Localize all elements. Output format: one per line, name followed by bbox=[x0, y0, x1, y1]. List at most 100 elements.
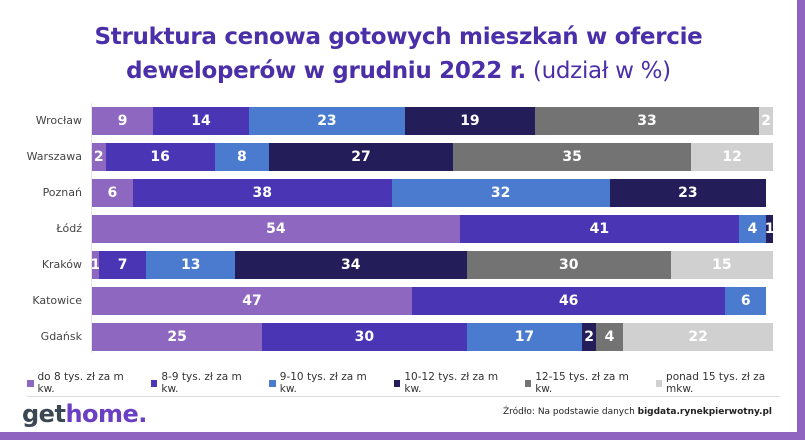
data-label: 17 bbox=[514, 329, 535, 345]
category-label: Wrocław bbox=[35, 114, 82, 127]
bar-segment: 14 bbox=[153, 107, 249, 135]
data-label: 2 bbox=[761, 113, 772, 129]
data-label: 4 bbox=[747, 221, 758, 237]
data-label: 41 bbox=[589, 221, 610, 237]
data-label: 16 bbox=[150, 149, 170, 165]
data-label: 15 bbox=[712, 257, 732, 273]
bar-segment: 34 bbox=[235, 251, 467, 279]
legend-swatch bbox=[27, 379, 34, 387]
gethome-logo: gethome. bbox=[22, 400, 147, 428]
data-label: 27 bbox=[351, 149, 371, 165]
category-axis bbox=[91, 103, 92, 353]
legend-item: 12-15 tys. zł za m kw. bbox=[524, 371, 642, 395]
bar-segment: 6 bbox=[92, 179, 133, 207]
bar-segment: 22 bbox=[623, 323, 773, 351]
data-label: 32 bbox=[490, 185, 511, 201]
bar-segment: 9 bbox=[92, 107, 154, 135]
legend-item: 8-9 tys. zł za m kw. bbox=[150, 371, 255, 395]
bar-segment: 2 bbox=[759, 107, 773, 135]
data-label: 14 bbox=[191, 113, 211, 129]
data-label: 2 bbox=[93, 149, 104, 165]
legend-item: 10-12 tys. zł za m kw. bbox=[393, 371, 511, 395]
data-label: 54 bbox=[266, 221, 286, 237]
divider bbox=[27, 396, 780, 397]
legend-swatch bbox=[269, 379, 276, 387]
bar-segment: 1 bbox=[764, 215, 775, 243]
bar-segment: 33 bbox=[534, 107, 760, 135]
legend-swatch bbox=[655, 379, 663, 387]
bar-segment: 7 bbox=[98, 251, 147, 279]
data-label: 7 bbox=[117, 257, 128, 273]
data-label: 38 bbox=[252, 185, 272, 201]
source-link: bigdata.rynekpierwotny.pl bbox=[637, 407, 772, 417]
data-label: 33 bbox=[637, 113, 657, 129]
legend-swatch bbox=[524, 379, 532, 387]
bar-segment: 8 bbox=[214, 143, 270, 171]
data-label: 34 bbox=[341, 257, 361, 273]
data-label: 19 bbox=[460, 113, 480, 129]
bar-segment: 38 bbox=[132, 179, 392, 207]
data-label: 46 bbox=[558, 293, 579, 309]
bar-segment: 15 bbox=[670, 251, 773, 279]
category-label: Kraków bbox=[41, 258, 82, 271]
bar-segment: 4 bbox=[738, 215, 767, 243]
bar-segment: 41 bbox=[459, 215, 739, 243]
logo-part2: home. bbox=[65, 400, 147, 428]
data-label: 13 bbox=[180, 257, 201, 273]
category-label: Łódź bbox=[56, 222, 82, 235]
bar-segment: 30 bbox=[466, 251, 671, 279]
chart-title-line2: deweloperów w grudniu 2022 r. (udział w … bbox=[0, 58, 797, 84]
data-label: 1 bbox=[764, 221, 775, 237]
data-label: 6 bbox=[107, 185, 118, 201]
bar-segment: 2 bbox=[92, 143, 106, 171]
legend-label: 8-9 tys. zł za m kw. bbox=[161, 371, 242, 395]
data-label: 35 bbox=[562, 149, 582, 165]
bar-segment: 16 bbox=[105, 143, 215, 171]
data-label: 47 bbox=[242, 293, 262, 309]
bar-segment: 4 bbox=[595, 323, 624, 351]
bar-segment: 23 bbox=[248, 107, 406, 135]
legend-label: ponad 15 tys. zł za mkw. bbox=[666, 371, 766, 395]
category-label: Gdańsk bbox=[40, 330, 82, 343]
bar-segment: 35 bbox=[452, 143, 692, 171]
bar-segment: 17 bbox=[466, 323, 583, 351]
bar-segment: 13 bbox=[146, 251, 235, 279]
legend-swatch bbox=[393, 379, 401, 387]
bar-segment: 30 bbox=[262, 323, 467, 351]
chart-card: Struktura cenowa gotowych mieszkań w ofe… bbox=[0, 0, 797, 432]
bar-segment: 32 bbox=[391, 179, 610, 207]
category-label: Warszawa bbox=[26, 150, 82, 163]
bar-segment: 19 bbox=[405, 107, 535, 135]
data-label: 8 bbox=[236, 149, 247, 165]
bar-segment: 1 bbox=[90, 251, 101, 279]
data-label: 12 bbox=[722, 149, 742, 165]
legend-label: 12-15 tys. zł za m kw. bbox=[535, 371, 629, 395]
bar-segment: 46 bbox=[412, 287, 726, 315]
data-label: 6 bbox=[740, 293, 751, 309]
bar-segment: 54 bbox=[92, 215, 460, 243]
category-label: Poznań bbox=[42, 186, 82, 199]
bar-segment: 23 bbox=[609, 179, 767, 207]
data-label: 2 bbox=[584, 329, 594, 345]
data-label: 30 bbox=[558, 257, 579, 273]
source-note: Źródło: Na podstawie danych bigdata.ryne… bbox=[503, 407, 772, 417]
legend-label: 10-12 tys. zł za m kw. bbox=[404, 371, 499, 395]
data-label: 9 bbox=[117, 113, 128, 129]
data-label: 1 bbox=[90, 257, 101, 273]
data-label: 4 bbox=[604, 329, 615, 345]
data-label: 23 bbox=[678, 185, 698, 201]
source-prefix: Źródło: Na podstawie danych bbox=[502, 407, 638, 417]
legend-label: do 8 tys. zł za m kw. bbox=[37, 371, 124, 395]
data-label: 30 bbox=[354, 329, 375, 345]
bar-segment: 6 bbox=[725, 287, 767, 315]
data-label: 23 bbox=[317, 113, 337, 129]
bar-segment: 12 bbox=[691, 143, 773, 171]
legend-item: 9-10 tys. zł za m kw. bbox=[269, 371, 380, 395]
legend-item: ponad 15 tys. zł za mkw. bbox=[655, 371, 787, 395]
title-unit: (udział w %) bbox=[525, 58, 671, 84]
logo-part1: get bbox=[22, 400, 66, 428]
bar-segment: 27 bbox=[269, 143, 453, 171]
bar-segment: 2 bbox=[582, 323, 596, 351]
legend-swatch bbox=[150, 379, 158, 387]
data-label: 25 bbox=[167, 329, 187, 345]
